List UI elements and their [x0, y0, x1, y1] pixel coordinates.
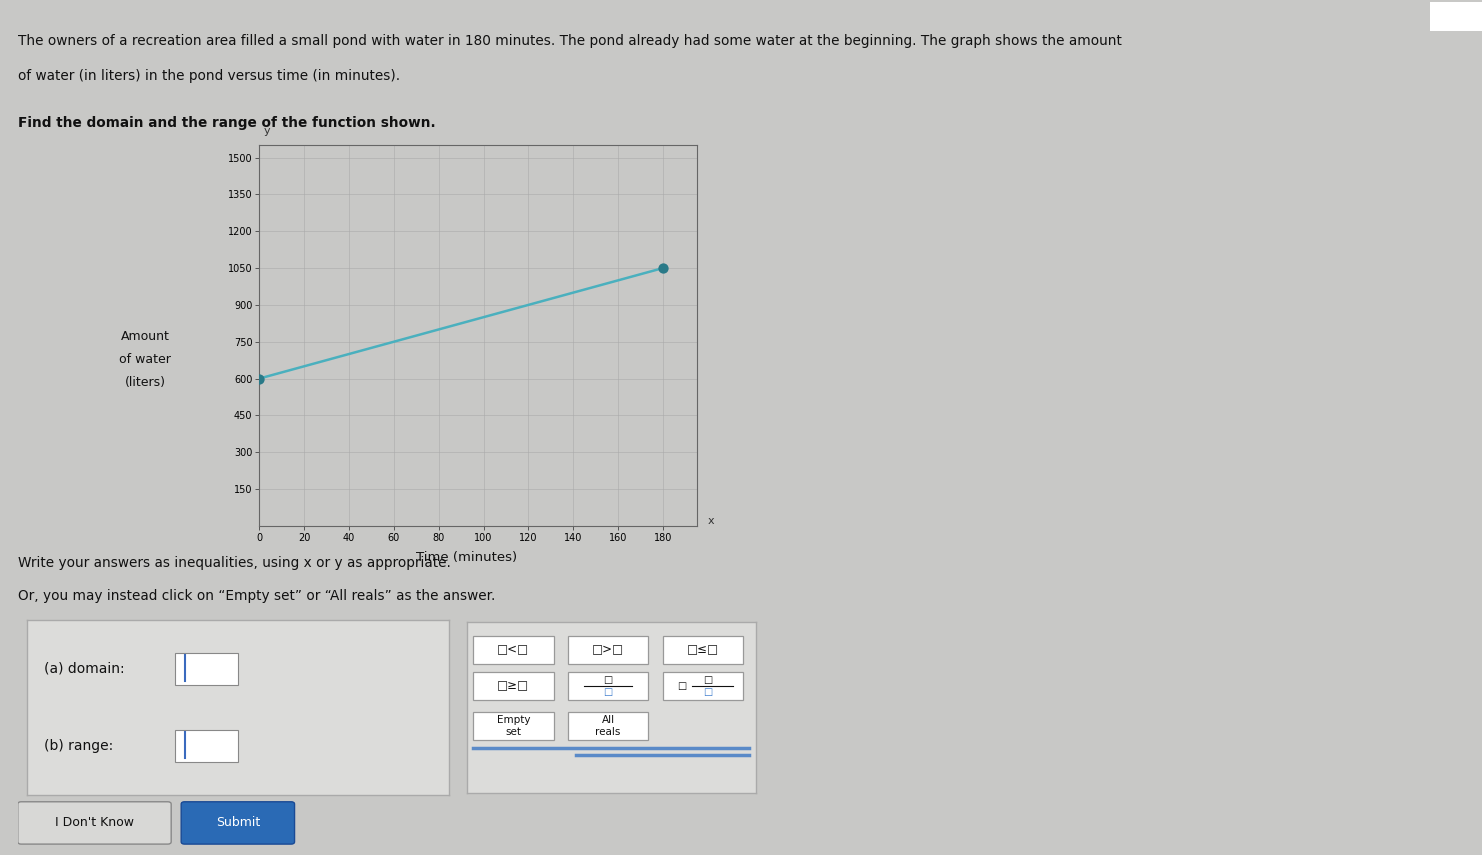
- FancyBboxPatch shape: [181, 802, 295, 844]
- Bar: [473, 672, 554, 700]
- Text: Amount: Amount: [122, 329, 169, 343]
- Bar: [568, 636, 648, 664]
- Text: (b) range:: (b) range:: [43, 739, 113, 753]
- Text: □: □: [603, 687, 612, 698]
- Bar: [473, 636, 554, 664]
- Bar: [662, 636, 742, 664]
- Text: □≤□: □≤□: [686, 644, 719, 657]
- Text: □>□: □>□: [591, 644, 624, 657]
- Text: □: □: [702, 675, 713, 685]
- Text: (a) domain:: (a) domain:: [43, 662, 124, 676]
- Text: □: □: [702, 687, 713, 698]
- Bar: [662, 672, 742, 700]
- Text: Empty
set: Empty set: [496, 715, 531, 737]
- Text: of water (in liters) in the pond versus time (in minutes).: of water (in liters) in the pond versus …: [18, 69, 400, 83]
- Text: □<□: □<□: [498, 644, 529, 657]
- Text: I Don't Know: I Don't Know: [55, 817, 133, 829]
- Text: Write your answers as inequalities, using x or y as appropriate.: Write your answers as inequalities, usin…: [18, 556, 451, 569]
- Text: of water: of water: [119, 352, 172, 366]
- Text: x: x: [707, 516, 714, 526]
- Bar: [568, 672, 648, 700]
- Text: □: □: [677, 681, 686, 691]
- FancyBboxPatch shape: [18, 802, 172, 844]
- Text: The owners of a recreation area filled a small pond with water in 180 minutes. T: The owners of a recreation area filled a…: [18, 34, 1122, 48]
- Point: [247, 372, 271, 386]
- Text: Submit: Submit: [216, 817, 259, 829]
- Text: □≥□: □≥□: [498, 680, 529, 693]
- Text: Find the domain and the range of the function shown.: Find the domain and the range of the fun…: [18, 116, 436, 130]
- Text: Or, you may instead click on “Empty set” or “All reals” as the answer.: Or, you may instead click on “Empty set”…: [18, 589, 495, 603]
- Text: (liters): (liters): [124, 375, 166, 389]
- Point: [651, 262, 674, 275]
- Text: All
reals: All reals: [596, 715, 621, 737]
- Bar: [1430, 2, 1482, 31]
- Bar: [175, 730, 237, 762]
- Text: y: y: [264, 126, 270, 136]
- Bar: [175, 653, 237, 685]
- Bar: [473, 711, 554, 740]
- Text: Time (minutes): Time (minutes): [416, 551, 517, 564]
- Bar: [568, 711, 648, 740]
- Text: □: □: [603, 675, 612, 685]
